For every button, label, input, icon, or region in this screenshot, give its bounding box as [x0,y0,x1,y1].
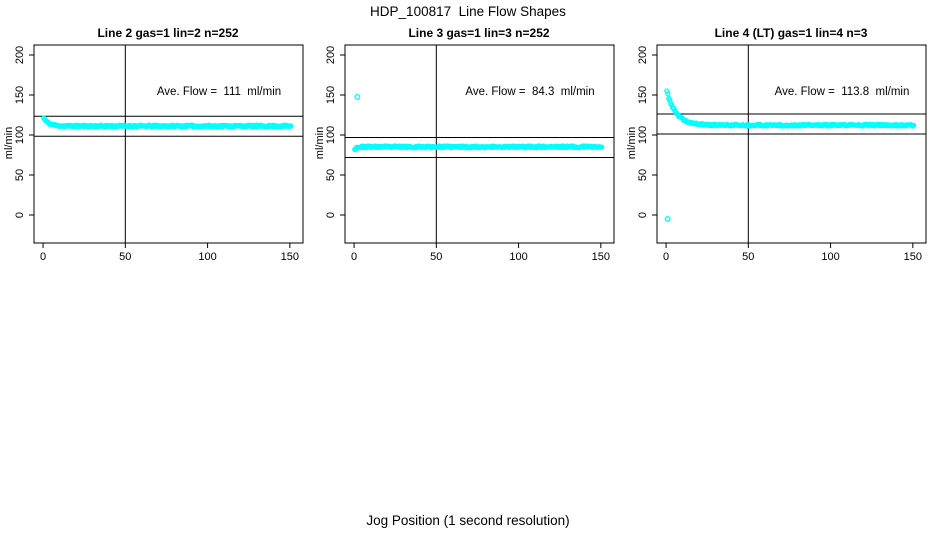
ave-flow-annotation: Ave. Flow = 84.3 ml/min [465,86,595,98]
x-tick-label: 100 [509,251,528,263]
y-tick-label: 0 [325,211,337,219]
panel-title: Line 4 (LT) gas=1 lin=4 n=3 [714,26,868,40]
plot-box [656,44,927,244]
y-tick-label: 0 [14,211,26,219]
panel-line-2: Line 2 gas=1 lin=2 n=252 Ave. Flow = 111… [0,0,312,280]
y-tick-label: 100 [14,125,26,145]
y-tick-label: 150 [325,85,337,105]
y-tick-label: 100 [637,125,649,145]
x-tick-label: 150 [903,251,923,263]
plot-box [33,44,304,244]
plot-svg [652,44,927,248]
panel-title: Line 3 gas=1 lin=3 n=252 [408,26,550,40]
outlier-point [664,215,671,222]
panel-line-4: Line 4 (LT) gas=1 lin=4 n=3 Ave. Flow = … [623,0,935,280]
x-tick-label: 150 [591,251,611,263]
x-tick-label: 100 [821,251,840,263]
y-tick-label: 200 [325,45,337,65]
x-tick-label: 50 [742,251,755,263]
data-point [665,91,671,97]
y-tick-label: 100 [325,125,337,145]
ave-flow-annotation: Ave. Flow = 111 ml/min [156,86,282,98]
outlier-point [354,93,361,100]
plot-svg [29,44,304,248]
data-point [288,123,294,129]
y-tick-label: 50 [637,168,649,182]
y-tick-label: 150 [14,85,26,105]
panel-line-3: Line 3 gas=1 lin=3 n=252 Ave. Flow = 84.… [311,0,623,280]
x-tick-label: 100 [198,251,217,263]
x-tick-label: 0 [662,251,670,263]
y-tick-label: 50 [14,168,26,182]
x-tick-label: 50 [430,251,443,263]
y-tick-label: 0 [637,211,649,219]
plot-svg [340,44,615,248]
y-tick-label: 200 [14,45,26,65]
data-point [911,122,917,128]
y-tick-label: 150 [637,85,649,105]
y-tick-label: 50 [325,168,337,182]
x-tick-label: 150 [280,251,300,263]
x-tick-label: 50 [119,251,132,263]
x-tick-label: 0 [350,251,358,263]
y-tick-label: 200 [637,45,649,65]
data-point [664,88,670,94]
x-tick-label: 0 [39,251,47,263]
plot-box [344,44,615,244]
main-title: HDP_100817 Line Flow Shapes [370,4,566,19]
shared-x-axis-label: Jog Position (1 second resolution) [366,513,570,528]
ave-flow-annotation: Ave. Flow = 113.8 ml/min [774,86,910,98]
panel-title: Line 2 gas=1 lin=2 n=252 [97,26,239,40]
data-point [599,144,605,150]
